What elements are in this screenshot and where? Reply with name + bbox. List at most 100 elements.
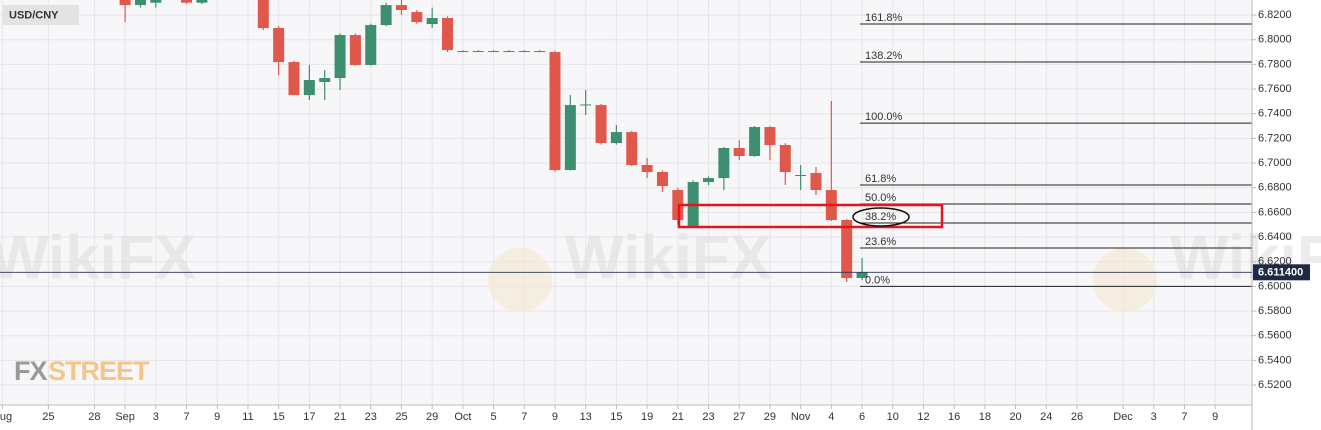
brand-street: STREET — [48, 356, 150, 386]
y-tick-label: 6.7200 — [1258, 132, 1292, 144]
y-tick-label: 6.6400 — [1258, 231, 1292, 243]
chart-title: USD/CNY — [9, 9, 59, 21]
title-box — [3, 5, 79, 25]
watermark: WikiFX — [565, 223, 771, 292]
brand-fx: FX — [14, 356, 47, 386]
candle-body — [534, 51, 546, 53]
candle-body — [503, 51, 515, 53]
x-tick-label: Dec — [1113, 411, 1133, 423]
x-tick-label: 7 — [521, 411, 527, 423]
candle-body — [365, 25, 377, 65]
watermark: WikiFX — [0, 223, 196, 292]
x-tick-label: 17 — [303, 411, 315, 423]
x-tick-label: 25 — [395, 411, 407, 423]
x-tick-label: 29 — [426, 411, 438, 423]
grid — [0, 0, 1252, 405]
candle-body — [303, 80, 315, 96]
x-tick-label: 23 — [702, 411, 714, 423]
candle-body — [779, 145, 791, 173]
fibonacci: 161.8% 138.2% 100.0% 61.8% 50.0% 38.2% 23.6% 0.… — [860, 12, 1252, 287]
last-price-box — [1253, 264, 1310, 281]
candle-body — [810, 173, 822, 191]
x-tick-label: 9 — [1212, 411, 1218, 423]
y-tick-label: 6.8000 — [1258, 34, 1292, 46]
y-tick-label: 6.5200 — [1258, 379, 1292, 391]
candle-body — [795, 174, 807, 176]
candle-body — [442, 18, 454, 51]
candle-body — [319, 78, 331, 83]
x-tick-label: 29 — [764, 411, 776, 423]
candle-body — [703, 178, 715, 183]
axis-background — [1252, 0, 1321, 430]
y-tick-label: 6.7400 — [1258, 108, 1292, 120]
candle-body — [426, 18, 438, 25]
candle-body — [257, 0, 269, 28]
plot-background — [0, 0, 1252, 405]
last-price-label: 6.611400 — [1258, 267, 1303, 279]
x-tick-label: Nov — [791, 411, 811, 423]
x-tick-label: 7 — [183, 411, 189, 423]
candle-body — [564, 105, 576, 171]
x-tick-label: 4 — [828, 411, 834, 423]
y-tick-label: 6.6000 — [1258, 280, 1292, 292]
y-tick-label: 6.5800 — [1258, 305, 1292, 317]
y-tick-label: 6.7800 — [1258, 58, 1292, 70]
axes: 6.52006.54006.56006.58006.60006.62006.64… — [0, 9, 1310, 423]
candle-body — [749, 127, 761, 157]
x-tick-label: 3 — [1151, 411, 1157, 423]
x-tick-label: 11 — [242, 411, 253, 423]
x-tick-label: 28 — [88, 411, 100, 423]
fib-label: 23.6% — [865, 236, 896, 248]
watermark: WikiFX — [1170, 223, 1321, 292]
fib-label: 138.2% — [865, 50, 903, 62]
fib-label: 61.8% — [865, 173, 896, 185]
fib-label: 100.0% — [865, 111, 903, 123]
y-tick-label: 6.7600 — [1258, 83, 1292, 95]
candle-body — [518, 51, 530, 53]
x-tick-label: 7 — [1181, 411, 1187, 423]
fib-label: 50.0% — [865, 192, 896, 204]
candle-body — [119, 0, 131, 6]
x-tick-label: Sep — [115, 411, 135, 423]
candle-body — [334, 35, 346, 79]
x-tick-label: 18 — [979, 411, 991, 423]
y-tick-label: 6.5600 — [1258, 330, 1292, 342]
x-tick-label: 20 — [1009, 411, 1021, 423]
y-tick-label: 6.6600 — [1258, 206, 1292, 218]
candle-body — [718, 147, 730, 179]
highlight-ellipse — [852, 207, 910, 227]
watermarks: WikiFX WikiFX WikiFX — [0, 223, 1321, 312]
x-tick-label: 25 — [42, 411, 54, 423]
x-tick-label: 15 — [610, 411, 622, 423]
x-tick-label: 9 — [552, 411, 558, 423]
highlight-box — [677, 203, 944, 229]
candle-body — [150, 0, 162, 3]
y-tick-label: 6.7000 — [1258, 157, 1292, 169]
fib-label: 161.8% — [865, 12, 903, 24]
candle-body — [349, 35, 361, 65]
x-tick-label: Aug — [0, 411, 12, 423]
x-tick-label: 26 — [1071, 411, 1083, 423]
candle-body — [656, 172, 668, 186]
watermark-logo — [488, 248, 552, 312]
x-tick-label: 16 — [948, 411, 960, 423]
candle-body — [841, 220, 853, 278]
x-tick-label: 3 — [153, 411, 159, 423]
x-tick-label: 21 — [334, 411, 346, 423]
candle-body — [457, 51, 469, 53]
candle-body — [764, 127, 776, 146]
candle-body — [411, 12, 423, 23]
candle-body — [549, 52, 561, 171]
candle-body — [273, 27, 285, 63]
x-tick-label: 9 — [214, 411, 220, 423]
y-tick-label: 6.8200 — [1258, 9, 1292, 21]
candle-body — [641, 165, 653, 173]
candle-body — [380, 5, 392, 26]
candle-body — [488, 51, 500, 53]
x-tick-label: 12 — [917, 411, 929, 423]
candle-body — [472, 51, 484, 53]
x-tick-label: 23 — [365, 411, 377, 423]
candle-body — [288, 62, 300, 96]
candle-body — [856, 272, 868, 278]
